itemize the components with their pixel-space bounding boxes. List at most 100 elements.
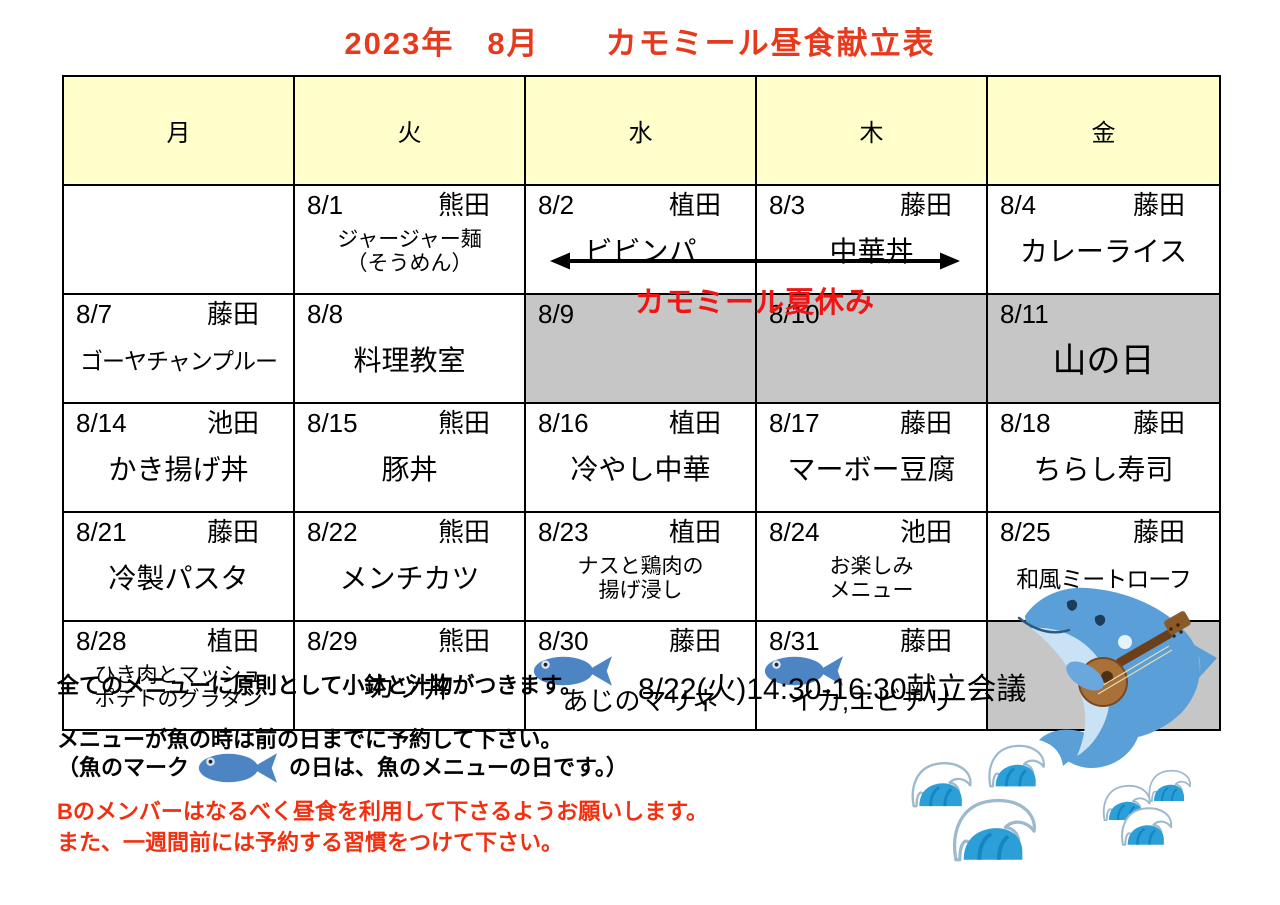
- calendar-cell-8-11-holiday: 8/11 山の日: [988, 295, 1219, 404]
- cell-date: 8/8: [307, 299, 344, 329]
- calendar-week-row: 8/1 熊田 ジャージャー麺 （そうめん） 8/2 植田 ビビンパ 8/3 藤田 中華…: [64, 186, 1219, 295]
- calendar-cell-8-31: 8/31 藤田 イカ,エビチリ: [757, 622, 988, 729]
- dolphin-with-ukulele-illustration: [1017, 587, 1217, 768]
- cell-teacher: 藤田: [899, 190, 952, 220]
- cell-teacher: 藤田: [206, 299, 259, 329]
- cell-date: 8/3: [769, 190, 806, 220]
- cell-teacher: 植田: [668, 517, 721, 547]
- cell-date: 8/14: [76, 408, 127, 438]
- cell-menu: かき揚げ丼: [108, 454, 249, 486]
- calendar-cell-8-25: 8/25 藤田 和風ミートローフ: [988, 513, 1219, 622]
- cell-date: 8/9: [538, 299, 575, 329]
- cell-date: 8/30: [538, 626, 589, 656]
- cell-menu: あじのマリネ: [562, 686, 719, 717]
- cell-teacher: 藤田: [668, 626, 721, 656]
- cell-menu: 料理教室: [353, 345, 466, 377]
- double-headed-arrow: [550, 252, 960, 270]
- calendar-week-row: 8/7 藤田 ゴーヤチャンプルー 8/8 料理教室 8/9 8/10 8/11 山…: [64, 295, 1219, 404]
- cell-date: 8/24: [769, 517, 820, 547]
- calendar-cell-8-16: 8/16 植田 冷やし中華: [526, 404, 757, 513]
- calendar-cell-8-15: 8/15 熊田 豚丼: [295, 404, 526, 513]
- cell-menu: 冷やし中華: [570, 454, 711, 486]
- day-header-mon: 月: [64, 77, 295, 186]
- cell-menu: 和風ミートローフ: [1016, 566, 1192, 593]
- day-header-wed: 水: [526, 77, 757, 186]
- calendar-header-row: 月 火 水 木 金: [64, 77, 1219, 186]
- cell-date: 8/28: [76, 626, 127, 656]
- cell-date: 8/2: [538, 190, 575, 220]
- cell-date: 8/7: [76, 299, 113, 329]
- note-red-line1: Bのメンバーはなるべく昼食を利用して下さるようお願いします。: [57, 799, 709, 824]
- cell-menu: [64, 191, 293, 293]
- cell-teacher: 池田: [206, 408, 259, 438]
- meeting-note: 8/22(火)14:30-16:30献立会議: [638, 673, 1027, 706]
- cell-menu: イカ,エビチリ: [789, 686, 954, 717]
- calendar-cell-8-9-closed: 8/9: [526, 295, 757, 404]
- calendar-week-row: 8/14 池田 かき揚げ丼 8/15 熊田 豚丼 8/16 植田 冷やし中華 8/17…: [64, 404, 1219, 513]
- cell-date: 8/22: [307, 517, 358, 547]
- cell-menu: ひき肉とマッシュ ポテトのグラタン: [94, 664, 263, 712]
- cell-teacher: 植田: [206, 626, 259, 656]
- calendar-cell-8-30: 8/30 藤田 あじのマリネ: [526, 622, 757, 729]
- cell-teacher: 池田: [899, 517, 952, 547]
- day-header-thu: 木: [757, 77, 988, 186]
- cell-teacher: 藤田: [899, 408, 952, 438]
- wave-icon: [1120, 807, 1173, 846]
- cell-date: 8/16: [538, 408, 589, 438]
- note-fish-line2-suffix: の日は、魚のメニューの日です。）: [289, 754, 628, 780]
- calendar-cell-8-7: 8/7 藤田 ゴーヤチャンプルー: [64, 295, 295, 404]
- calendar-cell-8-23: 8/23 植田 ナスと鶏肉の 揚げ浸し: [526, 513, 757, 622]
- cell-date: 8/10: [769, 299, 820, 329]
- calendar-cell-8-17: 8/17 藤田 マーボー豆腐: [757, 404, 988, 513]
- note-fish-line1: メニューが魚の時は前の日までに予約して下さい。: [57, 727, 563, 752]
- cell-teacher: 熊田: [437, 190, 490, 220]
- day-header-fri: 金: [988, 77, 1219, 186]
- cell-menu: カツ丼: [367, 672, 452, 704]
- calendar-cell-8-21: 8/21 藤田 冷製パスタ: [64, 513, 295, 622]
- summer-break-overlay: カモミール夏休み: [527, 250, 983, 321]
- cell-menu: 山の日: [1052, 341, 1155, 380]
- cell-menu: ナスと鶏肉の 揚げ浸し: [577, 555, 704, 603]
- page-title: 2023年 8月 カモミール昼食献立表: [344, 26, 936, 61]
- calendar-cell-8-4: 8/4 藤田 カレーライス: [988, 186, 1219, 295]
- note-fish-line2: （魚のマーク の日は、魚のメニューの日です。）: [57, 749, 628, 787]
- cell-teacher: 藤田: [899, 626, 952, 656]
- fish-icon: [198, 753, 278, 783]
- cell-teacher: 熊田: [437, 517, 490, 547]
- cell-teacher: 藤田: [1132, 190, 1185, 220]
- cell-menu: お楽しみ メニュー: [829, 555, 914, 603]
- calendar-cell-8-28: 8/28 植田 ひき肉とマッシュ ポテトのグラタン: [64, 622, 295, 729]
- cell-teacher: 藤田: [1132, 408, 1185, 438]
- cell-teacher: 植田: [668, 408, 721, 438]
- calendar-cell-8-8: 8/8 料理教室: [295, 295, 526, 404]
- cell-menu: マーボー豆腐: [787, 454, 956, 486]
- cell-teacher: 藤田: [206, 517, 259, 547]
- cell-teacher: 藤田: [1132, 517, 1185, 547]
- calendar-cell-8-22: 8/22 熊田 メンチカツ: [295, 513, 526, 622]
- cell-date: 8/23: [538, 517, 589, 547]
- cell-date: 8/18: [1000, 408, 1051, 438]
- calendar-cell-8-10-closed: 8/10: [757, 295, 988, 404]
- cell-teacher: 植田: [668, 190, 721, 220]
- calendar-cell-8-18: 8/18 藤田 ちらし寿司: [988, 404, 1219, 513]
- cell-date: 8/15: [307, 408, 358, 438]
- cell-menu: ジャージャー麺 （そうめん）: [337, 228, 482, 276]
- cell-teacher: 熊田: [437, 408, 490, 438]
- cell-menu: 豚丼: [381, 454, 438, 486]
- calendar-cell-8-14: 8/14 池田 かき揚げ丼: [64, 404, 295, 513]
- summer-break-label: カモミール夏休み: [634, 287, 875, 319]
- note-red-block: Bのメンバーはなるべく昼食を利用して下さるようお願いします。 また、一週間前には…: [57, 799, 708, 862]
- note-fish-line2-prefix: （魚のマーク: [57, 754, 190, 780]
- calendar-cell-empty: [64, 186, 295, 295]
- cell-menu: ゴーヤチャンプルー: [79, 348, 278, 375]
- note-red-line2: また、一週間前には予約する習慣をつけて下さい。: [57, 830, 564, 856]
- cell-date: 8/31: [769, 626, 820, 656]
- cell-date: 8/17: [769, 408, 820, 438]
- cell-date: 8/21: [76, 517, 127, 547]
- cell-date: 8/11: [1000, 299, 1049, 329]
- calendar-cell-8-29: 8/29 熊田 カツ丼: [295, 622, 526, 729]
- cell-menu: [526, 329, 755, 402]
- calendar-week-row: 8/21 藤田 冷製パスタ 8/22 熊田 メンチカツ 8/23 植田 ナスと鶏肉の …: [64, 513, 1219, 622]
- cell-menu: 冷製パスタ: [108, 563, 249, 595]
